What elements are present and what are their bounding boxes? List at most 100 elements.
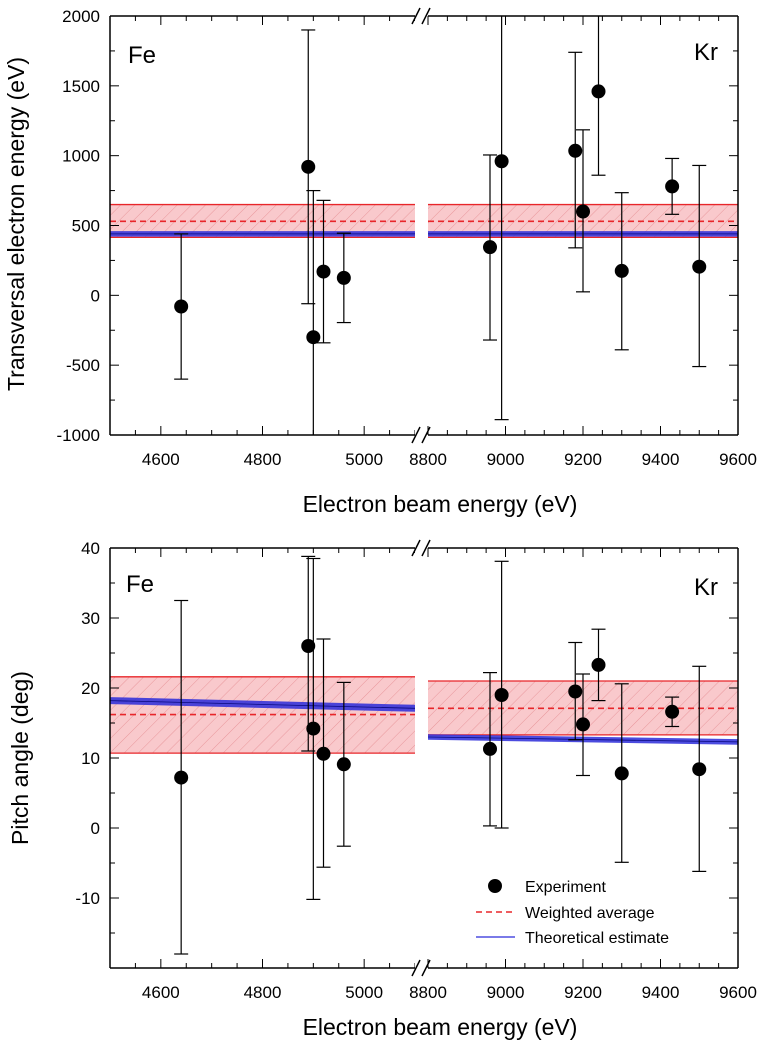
panel-label-kr: Kr <box>694 574 718 601</box>
experiment-point <box>665 696 680 728</box>
legend: Experiment Weighted average Theoretical … <box>476 879 669 947</box>
legend-experiment-marker <box>488 879 502 893</box>
experiment-point <box>568 51 583 249</box>
x-tick-label: 4600 <box>142 983 180 1002</box>
y-tick-label: 1500 <box>62 77 100 96</box>
panel-label-fe: Fe <box>128 42 156 69</box>
experiment-marker <box>614 766 629 781</box>
axis-break-mark <box>411 959 431 977</box>
y-tick-label: 40 <box>81 539 100 558</box>
experiment-marker <box>316 746 331 761</box>
experiment-marker <box>665 179 680 194</box>
experiment-point <box>494 16 509 421</box>
experiment-point <box>576 129 590 293</box>
x-tick-label: 4800 <box>244 450 282 469</box>
experiment-point <box>174 599 189 955</box>
x-tick-label: 9400 <box>642 983 680 1002</box>
y-tick-label: 20 <box>81 679 100 698</box>
experiment-marker <box>568 684 583 699</box>
x-tick-label: 8800 <box>409 450 447 469</box>
experiment-marker <box>692 762 707 777</box>
chart-pitch-angle: 4600 4800 5000 8800 9000 9200 9400 9600 40 30 20 10… <box>7 539 757 1040</box>
x-tick-label: 4800 <box>244 983 282 1002</box>
experiment-point <box>591 628 606 702</box>
experiment-point <box>576 673 590 777</box>
x-axis-title: Electron beam energy (eV) <box>303 1014 578 1040</box>
experiment-point <box>614 683 629 863</box>
experiment-point <box>306 189 321 435</box>
panel-label-fe: Fe <box>126 571 154 598</box>
experiment-point <box>336 232 351 324</box>
experiment-point <box>494 560 509 829</box>
experiment-marker <box>576 204 590 219</box>
y-tick-label: 500 <box>72 217 100 236</box>
experiment-point <box>316 638 331 868</box>
y-tick-label: 1000 <box>62 147 100 166</box>
y-axis-title: Pitch angle (deg) <box>7 671 33 845</box>
x-tick-label: 9200 <box>564 450 602 469</box>
experiment-marker <box>591 657 606 672</box>
x-tick-label: 9000 <box>487 983 525 1002</box>
x-tick-label: 8800 <box>409 983 447 1002</box>
x-tick-label: 9200 <box>564 983 602 1002</box>
experiment-marker <box>591 84 606 99</box>
experiment-marker <box>483 240 497 255</box>
panel-label-kr: Kr <box>694 39 718 66</box>
experiment-marker <box>494 688 509 702</box>
x-tick-label: 9600 <box>719 450 757 469</box>
y-tick-label: 2000 <box>62 7 100 26</box>
experiment-point <box>336 681 351 847</box>
x-tick-label: 9000 <box>487 450 525 469</box>
marks <box>110 16 738 435</box>
legend-weighted-average-label: Weighted average <box>525 905 655 922</box>
experiment-marker <box>568 143 583 158</box>
experiment-marker <box>306 330 321 345</box>
experiment-marker <box>692 259 707 274</box>
experiment-marker <box>301 159 316 174</box>
experiment-point <box>483 671 497 827</box>
experiment-marker <box>665 704 680 719</box>
experiment-marker <box>174 770 189 785</box>
y-tick-label: 10 <box>81 749 100 768</box>
experiment-marker <box>576 717 590 732</box>
experiment-point <box>591 16 606 176</box>
experiment-marker <box>301 639 316 653</box>
experiment-marker <box>316 264 331 279</box>
axis-break-mark <box>411 539 431 557</box>
axes: 4600 4800 5000 8800 9000 9200 9400 960020001500… <box>57 7 757 469</box>
marks <box>109 555 739 955</box>
panel-frame <box>109 547 415 969</box>
experiment-point <box>174 233 189 380</box>
y-tick-label: -10 <box>75 889 100 908</box>
experiment-marker <box>336 757 351 772</box>
x-tick-label: 9400 <box>642 450 680 469</box>
x-tick-label: 5000 <box>345 983 383 1002</box>
experiment-point <box>692 164 707 368</box>
experiment-marker <box>306 721 321 736</box>
y-axis-title: Transversal electron energy (eV) <box>3 57 29 391</box>
experiment-marker <box>174 299 189 314</box>
experiment-point <box>568 641 583 741</box>
experiment-point <box>614 192 629 351</box>
axis-break-mark <box>411 426 431 444</box>
axis-break-mark <box>411 7 431 25</box>
experiment-point <box>316 199 331 344</box>
y-tick-label: 0 <box>91 819 100 838</box>
theoretical-estimate-line <box>109 700 416 709</box>
experiment-marker <box>494 154 509 169</box>
experiment-marker <box>336 270 351 285</box>
y-tick-label: 0 <box>91 286 100 305</box>
x-axis-title: Electron beam energy (eV) <box>303 491 578 517</box>
experiment-point <box>692 665 707 873</box>
experiment-point <box>665 157 680 215</box>
x-tick-label: 5000 <box>345 450 383 469</box>
experiment-point <box>483 154 497 341</box>
y-tick-label: -1000 <box>57 426 100 445</box>
legend-experiment-label: Experiment <box>525 879 606 896</box>
chart-transversal-energy: 4600 4800 5000 8800 9000 9200 9400 960020001500… <box>3 7 757 517</box>
legend-theory-label: Theoretical estimate <box>525 930 669 947</box>
experiment-marker <box>483 741 497 756</box>
experiment-marker <box>614 263 629 278</box>
axes: 4600 4800 5000 8800 9000 9200 9400 9600 40 30 20 10… <box>75 539 756 1002</box>
